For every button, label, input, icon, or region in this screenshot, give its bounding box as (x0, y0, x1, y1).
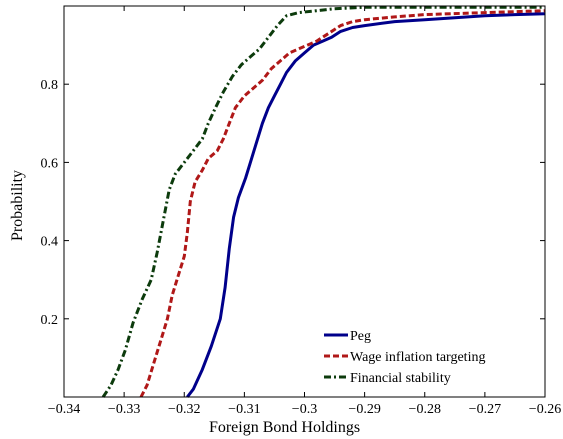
x-tick-label: −0.27 (469, 402, 501, 417)
axis-ticks (63, 6, 546, 397)
legend-label-2: Financial stability (350, 371, 451, 386)
series-layer (101, 5, 546, 398)
y-tick-label: 0.4 (41, 235, 59, 250)
y-tick-label: 0.8 (41, 78, 59, 93)
plot-area-frame (63, 5, 546, 398)
y-tick-label: 0.2 (41, 313, 59, 328)
x-tick-label: −0.28 (409, 402, 441, 417)
series-line-2 (101, 5, 545, 398)
legend-label-0: Peg (350, 329, 371, 344)
x-tick-label: −0.33 (108, 402, 140, 417)
series-line-0 (186, 12, 546, 398)
x-tick-label: −0.34 (48, 402, 80, 417)
x-tick-label: −0.31 (228, 402, 260, 417)
x-axis-label: Foreign Bond Holdings (209, 419, 360, 436)
y-axis-label: Probability (9, 170, 26, 241)
x-tick-label: −0.26 (529, 402, 561, 417)
axis-tick-labels: −0.34 −0.33 −0.32 −0.31 −0.3 −0.29 −0.28 −0.27 −… (41, 78, 562, 417)
x-tick-label: −0.32 (168, 402, 200, 417)
series-line-1 (139, 9, 546, 398)
legend-label-1: Wage inflation targeting (350, 350, 485, 365)
x-tick-label: −0.29 (348, 402, 380, 417)
legend: Peg Wage inflation targeting Financial sta… (324, 329, 485, 386)
x-tick-label: −0.3 (292, 402, 317, 417)
y-tick-label: 0.6 (41, 156, 59, 171)
